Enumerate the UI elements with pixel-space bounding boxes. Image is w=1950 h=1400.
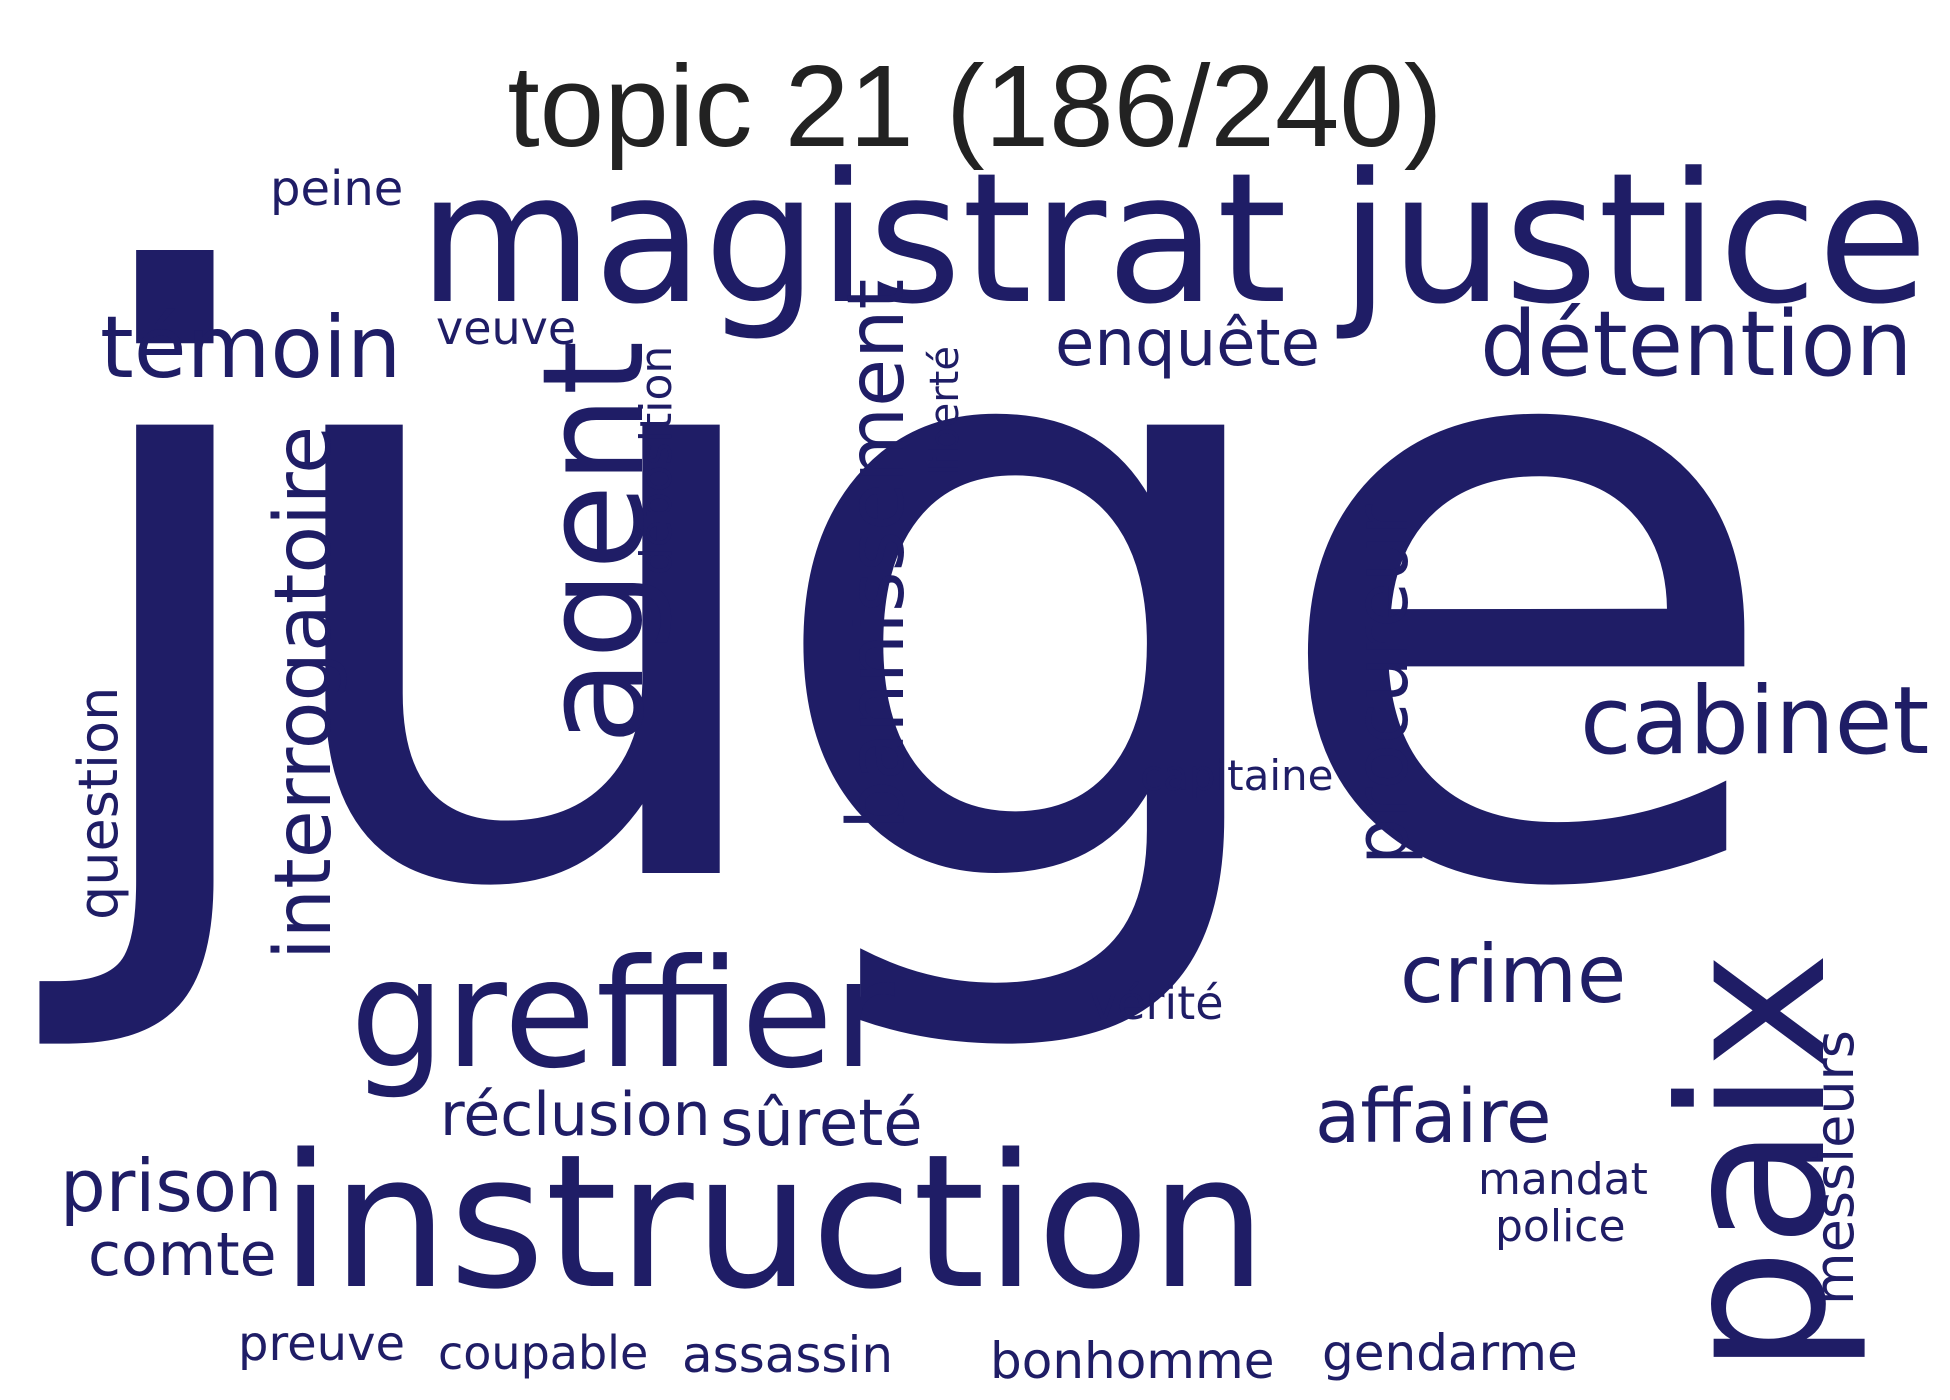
word-affaire: affaire (1315, 1074, 1552, 1160)
word-interrogatoire: interrogatoire (259, 425, 349, 960)
word-cabinet: cabinet (1580, 667, 1930, 776)
word-crime: crime (1400, 928, 1627, 1021)
word-juge: juge (55, 113, 1790, 1067)
word-reclusion: réclusion (440, 1080, 711, 1150)
word-assassin: assassin (682, 1326, 894, 1384)
word-prison: prison (60, 1144, 283, 1228)
word-liberte: liberté (922, 346, 968, 475)
word-deposition: déposition (631, 345, 682, 575)
word-magistrat: magistrat (418, 135, 1288, 344)
word-messieurs: messieurs (1803, 1030, 1866, 1305)
word-capitaine: capitaine (1140, 751, 1334, 800)
word-peine: peine (270, 161, 404, 217)
word-enquete: enquête (1055, 307, 1320, 381)
word-bannissement: bannissement (832, 278, 922, 830)
word-verite: vérité (1090, 976, 1224, 1030)
word-temoin: témoin (100, 298, 402, 398)
word-surete: sûreté (720, 1087, 923, 1161)
word-police: police (1495, 1201, 1626, 1252)
word-instruction: instruction (280, 1114, 1267, 1330)
word-bonhomme: bonhomme (990, 1332, 1275, 1390)
word-detention: détention (1480, 292, 1913, 397)
word-question: question (67, 686, 130, 920)
word-preuve: preuve (238, 1316, 406, 1372)
word-mandat: mandat (1478, 1154, 1648, 1205)
word-coupable: coupable (438, 1326, 649, 1380)
word-justice: justice (1340, 135, 1929, 344)
chart-title: topic 21 (186/240) (507, 41, 1443, 171)
word-comte: comte (88, 1220, 277, 1290)
word-greffier: greffier (350, 928, 895, 1102)
word-gendarme: gendarme (1322, 1324, 1578, 1382)
word-veuve: veuve (436, 301, 577, 355)
word-procureur: procureur (1339, 504, 1425, 865)
